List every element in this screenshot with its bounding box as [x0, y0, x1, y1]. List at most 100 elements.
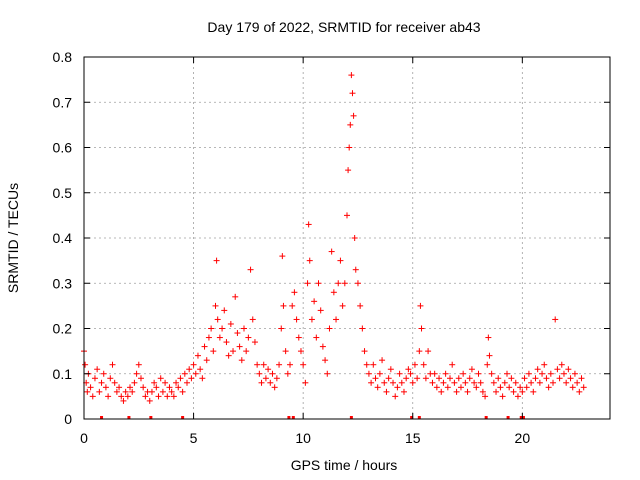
data-point — [170, 393, 177, 400]
data-point — [324, 370, 331, 377]
data-point — [98, 379, 105, 386]
data-point — [186, 366, 193, 373]
data-point — [271, 384, 278, 391]
data-point — [82, 361, 89, 368]
data-point — [102, 384, 109, 391]
data-point — [210, 348, 217, 355]
data-point — [238, 357, 245, 364]
data-point — [576, 388, 583, 395]
data-point — [352, 266, 359, 273]
data-point — [295, 334, 302, 341]
y-tick-label: 0 — [64, 411, 72, 427]
data-point — [251, 339, 258, 346]
data-point — [230, 348, 237, 355]
data-point — [569, 384, 576, 391]
data-point — [488, 370, 495, 377]
data-point — [155, 393, 162, 400]
data-point — [337, 257, 344, 264]
data-point — [365, 370, 372, 377]
data-point — [433, 384, 440, 391]
data-point — [363, 361, 370, 368]
data-point — [479, 388, 486, 395]
y-tick-label: 0.4 — [53, 230, 73, 246]
data-point — [411, 361, 418, 368]
data-point — [227, 320, 234, 327]
data-point — [232, 293, 239, 300]
data-point — [148, 388, 155, 395]
data-point — [194, 352, 201, 359]
data-point — [372, 375, 379, 382]
data-point — [279, 253, 286, 260]
data-point — [471, 379, 478, 386]
gap-marker — [519, 416, 523, 419]
data-point — [417, 302, 424, 309]
x-tick-label: 10 — [295, 430, 311, 446]
data-point — [460, 370, 467, 377]
data-point — [351, 235, 358, 241]
data-point — [390, 379, 397, 386]
data-point — [558, 361, 565, 368]
gap-marker — [127, 416, 131, 419]
data-point — [137, 375, 144, 382]
data-point — [407, 370, 414, 377]
data-point — [234, 330, 241, 337]
data-point — [249, 316, 256, 323]
data-point — [370, 361, 377, 368]
data-point — [354, 280, 361, 287]
data-point — [201, 343, 208, 350]
data-point — [203, 357, 210, 364]
data-point — [468, 366, 475, 373]
data-point — [127, 384, 134, 391]
data-point — [368, 379, 375, 386]
gap-markers — [100, 416, 525, 419]
y-tick-label: 0.1 — [53, 366, 73, 382]
data-point — [111, 379, 118, 386]
data-point — [519, 388, 526, 395]
data-point — [305, 221, 312, 228]
data-point — [379, 357, 386, 364]
data-point — [396, 370, 403, 377]
data-point — [317, 307, 324, 314]
data-point — [159, 388, 166, 395]
data-point — [135, 361, 142, 368]
x-tick-label: 20 — [515, 430, 531, 446]
data-point — [464, 388, 471, 395]
data-point — [578, 375, 585, 382]
data-point — [409, 379, 416, 386]
data-point — [84, 388, 91, 395]
data-point — [345, 167, 352, 174]
data-point — [142, 393, 149, 400]
data-point — [348, 72, 355, 79]
data-point — [490, 379, 497, 386]
data-point — [254, 361, 261, 368]
data-point — [552, 316, 559, 323]
data-point — [328, 248, 335, 255]
data-point — [311, 298, 318, 305]
y-tick-label: 0.6 — [53, 140, 73, 156]
data-point — [216, 334, 223, 341]
data-point — [506, 384, 513, 391]
data-point — [256, 370, 263, 377]
data-point — [192, 370, 199, 377]
gap-marker — [484, 416, 488, 419]
data-point — [418, 325, 425, 332]
data-point — [422, 375, 429, 382]
data-point — [118, 393, 125, 400]
data-point — [383, 388, 390, 395]
data-point — [381, 379, 388, 386]
data-point — [451, 379, 458, 386]
x-axis: 0 5 10 15 20 — [80, 57, 530, 446]
data-point — [260, 361, 267, 368]
data-point — [495, 375, 502, 382]
data-point — [330, 289, 337, 296]
data-point — [556, 375, 563, 382]
data-point — [514, 393, 521, 400]
data-point — [258, 379, 265, 386]
data-point — [554, 366, 561, 373]
data-point — [245, 334, 252, 341]
data-point — [173, 379, 180, 386]
data-point — [346, 144, 353, 151]
data-point — [425, 348, 432, 355]
data-point — [466, 375, 473, 382]
data-point — [477, 379, 484, 386]
